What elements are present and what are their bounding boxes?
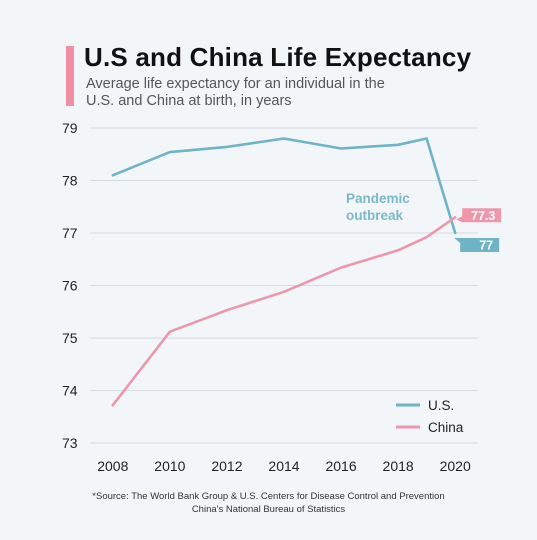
- x-tick-label: 2016: [325, 458, 356, 474]
- end-value-label-box: [456, 208, 502, 223]
- end-value-label: 77.3: [456, 208, 502, 223]
- y-tick-label: 77: [62, 225, 78, 241]
- end-value-label-text: 77: [479, 239, 493, 253]
- x-tick-label: 2010: [154, 458, 185, 474]
- x-tick-label: 2018: [383, 458, 414, 474]
- y-tick-label: 78: [62, 173, 78, 189]
- source-note: *Source: The World Bank Group & U.S. Cen…: [0, 490, 537, 516]
- y-tick-label: 74: [62, 383, 78, 399]
- series-line-china: [111, 216, 457, 407]
- end-value-label-box: [454, 238, 500, 252]
- y-tick-label: 79: [62, 120, 78, 136]
- x-tick-label: 2012: [211, 458, 242, 474]
- y-tick-label: 75: [62, 330, 78, 346]
- y-tick-label: 73: [62, 435, 78, 451]
- pandemic-annotation: outbreak: [346, 208, 404, 223]
- x-tick-label: 2020: [440, 458, 471, 474]
- legend-label: U.S.: [428, 398, 454, 413]
- x-tick-label: 2008: [97, 458, 128, 474]
- legend-label: China: [428, 420, 464, 435]
- end-value-label: 77: [454, 238, 500, 253]
- pandemic-annotation: Pandemic: [346, 191, 410, 206]
- chart-subtitle: Average life expectancy for an individua…: [86, 76, 385, 109]
- end-value-label-text: 77.3: [471, 209, 495, 223]
- series-line-us: [111, 137, 457, 235]
- source-line-1: *Source: The World Bank Group & U.S. Cen…: [92, 491, 445, 502]
- y-tick-label: 76: [62, 278, 78, 294]
- source-line-2: China's National Bureau of Statistics: [191, 504, 346, 515]
- title-accent-bar: [66, 46, 74, 106]
- x-tick-label: 2014: [268, 458, 299, 474]
- chart-title: U.S and China Life Expectancy: [84, 42, 472, 72]
